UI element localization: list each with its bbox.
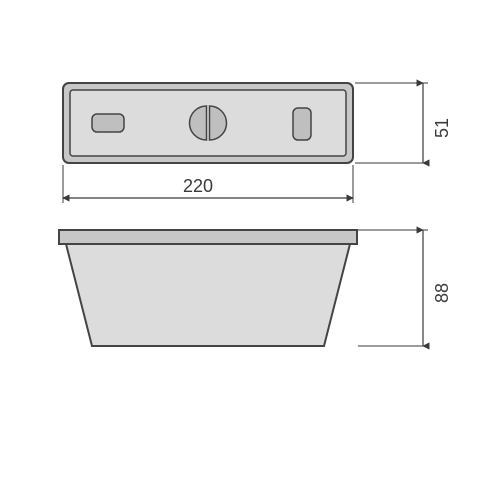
- top-left-slot: [92, 114, 124, 132]
- dim-h-top-label: 51: [432, 118, 452, 138]
- dim-h-side-label: 88: [432, 283, 452, 303]
- side-view-body: [66, 244, 350, 346]
- top-right-slot: [293, 108, 311, 140]
- dimension-diagram: 220 51 88: [0, 0, 500, 500]
- dim-width-label: 220: [183, 176, 213, 196]
- side-view-lip: [59, 230, 357, 244]
